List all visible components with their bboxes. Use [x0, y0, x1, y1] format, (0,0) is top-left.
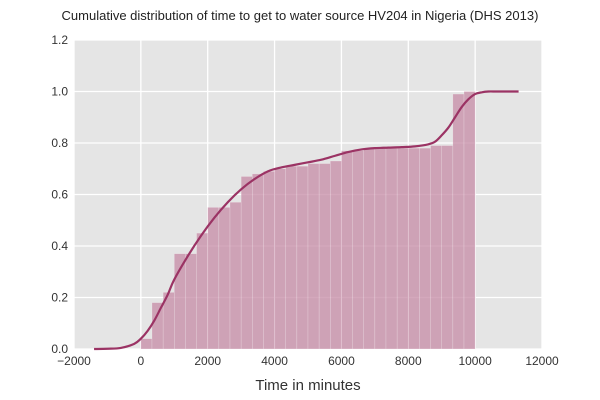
histogram-bar-29: [463, 91, 476, 350]
y-tick-label-5: 1.0: [51, 85, 68, 99]
histogram-bar-11: [263, 171, 275, 350]
histogram-bar-27: [441, 145, 454, 350]
histogram-bar-5: [196, 232, 208, 350]
histogram-bar-22: [385, 147, 398, 350]
x-tick-label-2: 2000: [194, 354, 221, 368]
histogram-bar-20: [363, 147, 376, 350]
y-tick-label-2: 0.4: [51, 239, 68, 253]
histogram-bar-23: [396, 147, 409, 350]
histogram-bar-25: [419, 147, 431, 350]
x-tick-label-7: 12000: [525, 354, 559, 368]
histogram-bar-26: [430, 145, 442, 350]
histogram-bar-12: [274, 168, 286, 350]
histogram-bar-7: [218, 207, 231, 350]
histogram-bar-16: [318, 163, 331, 350]
x-tick-label-5: 8000: [395, 354, 422, 368]
histogram-bar-8: [229, 201, 242, 350]
histogram-bar-1: [151, 302, 164, 350]
histogram-bar-14: [296, 165, 309, 350]
histogram-bar-21: [374, 147, 387, 350]
histogram-bar-4: [185, 253, 197, 350]
y-tick-label-4: 0.8: [51, 136, 68, 150]
x-axis-label: Time in minutes: [255, 377, 360, 394]
y-tick-labels: 0.0 0.2 0.4 0.6 0.8 1.0 1.2: [51, 33, 68, 356]
histogram-bar-24: [408, 147, 420, 350]
histogram-bar-19: [352, 150, 364, 350]
cumulative-line: [94, 90, 519, 351]
histogram-bar-0: [140, 338, 153, 350]
x-tick-label-0: −2000: [57, 354, 91, 368]
y-tick-label-6: 1.2: [51, 33, 68, 47]
histogram-bar-9: [240, 176, 253, 350]
x-tick-labels: −2000 0 2000 4000 6000 8000 10000 12000: [57, 354, 559, 368]
x-tick-label-3: 4000: [261, 354, 288, 368]
x-tick-label-1: 0: [138, 354, 145, 368]
histogram-bar-13: [285, 165, 298, 350]
histogram-bar-17: [330, 160, 342, 350]
y-tick-label-1: 0.2: [51, 291, 68, 305]
histogram-bar-15: [307, 163, 320, 350]
histogram-bars: [140, 91, 476, 350]
y-tick-label-3: 0.6: [51, 188, 68, 202]
y-tick-label-0: 0.0: [51, 342, 68, 356]
chart-title: Cumulative distribution of time to get t…: [62, 8, 539, 23]
histogram-bar-6: [207, 207, 220, 350]
histogram-bar-28: [452, 93, 465, 350]
histogram-bar-18: [341, 150, 353, 350]
histogram-bar-10: [252, 173, 264, 350]
x-tick-label-4: 6000: [328, 354, 355, 368]
x-tick-label-6: 10000: [458, 354, 492, 368]
